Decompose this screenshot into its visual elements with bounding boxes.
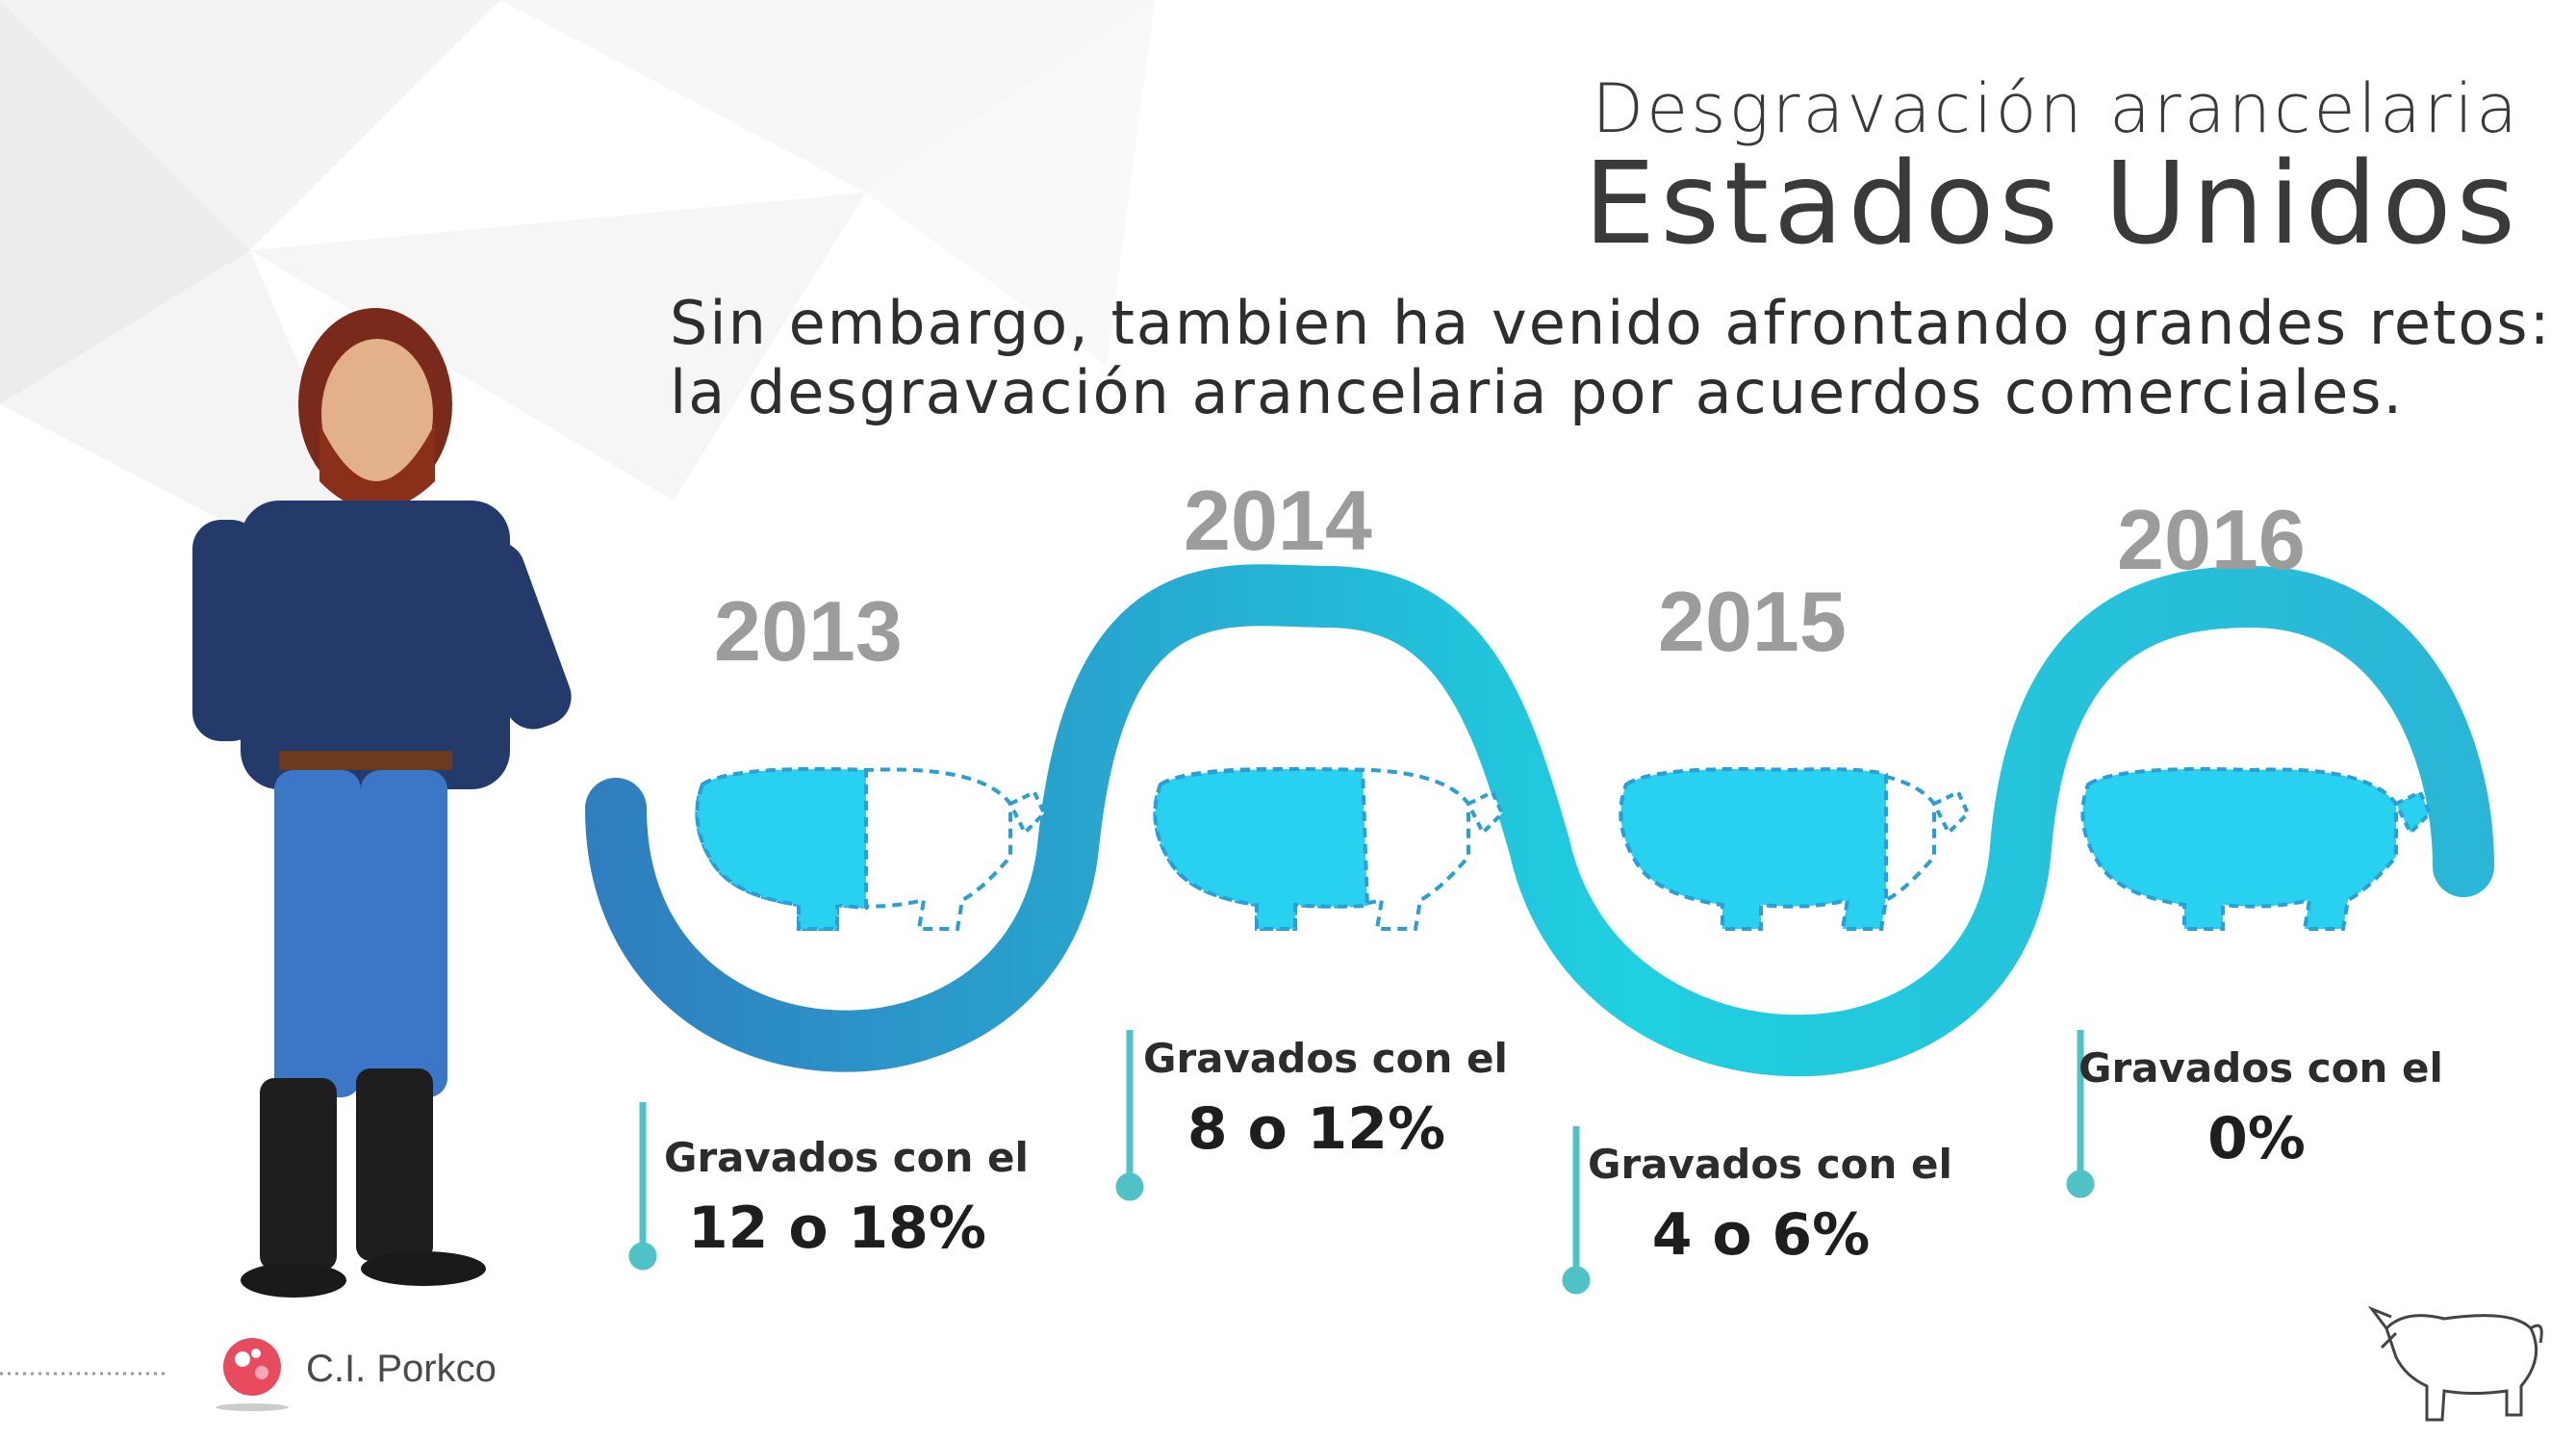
bg-polygon [0,0,250,404]
year-2016: 2016 [2117,492,2306,587]
title-line-1: Desgravación arancelaria [1592,69,2520,148]
brand-logo-icon [216,1338,289,1411]
rate-block-2016: Gravados con el 0% [2079,1044,2443,1172]
timeline-wave [585,564,2494,1077]
rate-value: 4 o 6% [1651,1201,1871,1269]
intro-line-2: la desgravación arancelaria por acuerdos… [670,357,2405,427]
indicator-dot [1562,1266,1591,1295]
rate-label: Gravados con el [664,1134,1029,1181]
rate-block-2014: Gravados con el 8 o 12% [1143,1035,1508,1163]
rate-value: 8 o 12% [1186,1095,1446,1163]
indicator-dot [2066,1170,2095,1198]
pig-icon [2080,767,2433,931]
pig-icon [1153,767,1505,931]
indicator-dot [628,1242,657,1271]
sketch-pig-icon [2367,1305,2543,1422]
rate-label: Gravados con el [1588,1141,1952,1188]
pig-icon [695,767,1047,931]
bg-polygon [866,0,1155,366]
brand-name: C.I. Porkco [306,1348,497,1390]
bg-polygon [250,193,866,501]
farmer-illustration [192,308,572,1298]
year-2014: 2014 [1184,473,1372,568]
rate-label: Gravados con el [2079,1044,2443,1092]
year-2015: 2015 [1658,574,1847,669]
bg-polygon [500,0,1155,193]
intro-text: Sin embargo, tambien ha venido afrontand… [670,289,2551,427]
pig-icon [1619,767,1971,931]
rate-block-2015: Gravados con el 4 o 6% [1588,1141,1952,1269]
year-2013: 2013 [714,583,903,679]
rate-block-2013: Gravados con el 12 o 18% [664,1134,1029,1262]
title-line-2: Estados Unidos [1583,137,2520,270]
rate-value: 12 o 18% [687,1195,987,1262]
bg-polygon [0,0,500,250]
indicator-dot [1115,1172,1144,1201]
rate-value: 0% [2207,1105,2306,1172]
intro-line-1: Sin embargo, tambien ha venido afrontand… [670,288,2552,358]
rate-label: Gravados con el [1143,1035,1508,1082]
